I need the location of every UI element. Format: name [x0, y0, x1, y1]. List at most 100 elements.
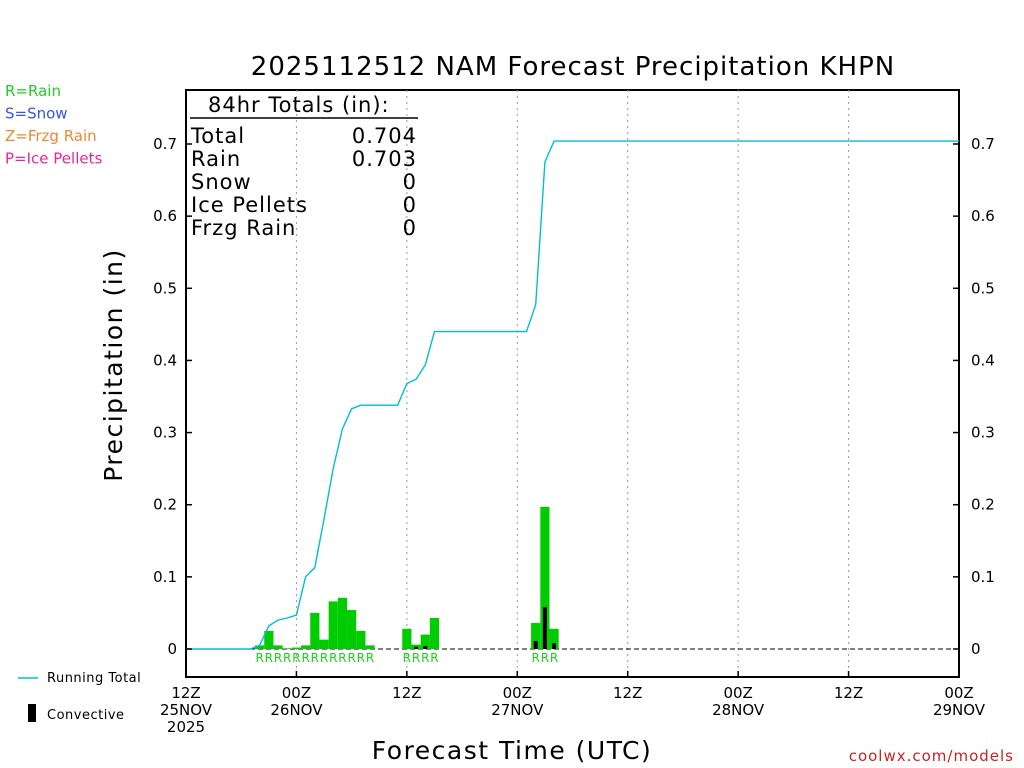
y-tick-label-left: 0.2	[153, 496, 177, 514]
y-tick-label-right: 0.1	[971, 568, 995, 586]
convective-bar	[414, 646, 419, 649]
x-tick-label: 28NOV	[712, 701, 765, 719]
convective-bar	[533, 641, 538, 649]
y-tick-label-left: 0.1	[153, 568, 177, 586]
type-marker: R	[357, 651, 365, 665]
type-marker: R	[430, 651, 438, 665]
type-marker: R	[311, 651, 319, 665]
rain-bar	[549, 628, 559, 649]
legend-key-1: S=Snow	[5, 105, 68, 123]
rain-bar	[273, 645, 283, 649]
rain-bar	[319, 639, 329, 649]
legend-key-3: P=Ice Pellets	[5, 150, 102, 168]
y-tick-label-left: 0.6	[153, 207, 177, 225]
y-axis-title: Precipitation (in)	[99, 248, 128, 482]
x-tick-label: 25NOV	[160, 701, 213, 719]
y-tick-label-right: 0.3	[971, 424, 995, 442]
x-tick-label: 00Z	[503, 684, 532, 702]
type-marker: R	[338, 651, 346, 665]
type-marker: R	[532, 651, 540, 665]
hourly-bars	[255, 506, 559, 649]
convective-label: Convective	[47, 708, 125, 723]
type-marker: R	[301, 651, 309, 665]
y-axis-left: 0 0.1 0.2 0.3 0.4 0.5 0.6 0.7	[153, 135, 192, 658]
y-tick-label-right: 0	[971, 640, 981, 658]
chart-title: 2025112512 NAM Forecast Precipitation KH…	[251, 52, 895, 82]
convective-swatch	[28, 704, 36, 722]
x-tick-label: 12Z	[392, 684, 421, 702]
type-marker: R	[403, 651, 411, 665]
totals-label: Frzg Rain	[191, 216, 296, 240]
credit-text: coolwx.com/models	[849, 747, 1014, 765]
rain-bar	[282, 648, 292, 649]
type-marker: R	[366, 651, 374, 665]
rain-bar	[402, 628, 412, 649]
y-tick-label-right: 0.6	[971, 207, 995, 225]
totals-header: 84hr Totals (in):	[208, 93, 390, 117]
totals-value: 0	[403, 193, 417, 217]
x-tick-label: 00Z	[282, 684, 311, 702]
type-marker: R	[347, 651, 355, 665]
type-marker: R	[541, 651, 549, 665]
y-tick-label-right: 0.7	[971, 135, 995, 153]
type-marker: R	[274, 651, 282, 665]
type-marker: R	[329, 651, 337, 665]
x-axis-title: Forecast Time (UTC)	[372, 736, 652, 765]
rain-bar	[264, 630, 274, 649]
rain-bar	[531, 623, 541, 649]
rain-bar	[310, 612, 320, 649]
y-tick-label-right: 0.2	[971, 496, 995, 514]
x-tick-label: 29NOV	[933, 701, 986, 719]
totals-box: 84hr Totals (in): Total 0.704 Rain 0.703 Sno…	[190, 93, 418, 240]
precip-type-legend: R=Rain S=Snow Z=Frzg Rain P=Ice Pellets	[5, 82, 102, 168]
convective-bars	[414, 607, 557, 649]
convective-bar	[423, 646, 428, 649]
x-tick-label: 00Z	[723, 684, 752, 702]
legend-key-0: R=Rain	[5, 82, 61, 100]
totals-label: Rain	[191, 147, 241, 171]
rain-bar	[365, 645, 375, 649]
convective-bar	[542, 607, 547, 649]
rain-bar	[328, 601, 338, 649]
type-marker: R	[412, 651, 420, 665]
vertical-gridlines	[295, 90, 850, 677]
rain-bar	[420, 634, 430, 649]
x-tick-label: 12Z	[834, 684, 863, 702]
y-tick-label-right: 0.5	[971, 279, 995, 297]
legend-key-2: Z=Frzg Rain	[5, 127, 97, 145]
rain-bar	[301, 645, 311, 649]
y-tick-label-left: 0.3	[153, 424, 177, 442]
y-tick-label-left: 0	[167, 640, 177, 658]
type-marker: R	[550, 651, 558, 665]
bottom-legend: Running Total Convective	[18, 671, 141, 723]
type-marker: R	[265, 651, 273, 665]
type-marker: R	[421, 651, 429, 665]
rain-bar	[540, 506, 550, 649]
y-tick-label-left: 0.4	[153, 351, 177, 369]
type-marker: R	[255, 651, 263, 665]
running-total-label: Running Total	[47, 671, 141, 686]
x-tick-label: 26NOV	[270, 701, 323, 719]
x-tick-label: 12Z	[613, 684, 642, 702]
totals-label: Snow	[191, 170, 252, 194]
rain-bar	[291, 647, 302, 649]
totals-rows: Total 0.704 Rain 0.703 Snow 0 Ice Pellets 0 Frzg…	[190, 124, 417, 240]
y-tick-label-right: 0.4	[971, 351, 995, 369]
totals-label: Ice Pellets	[191, 193, 308, 217]
type-marker: R	[283, 651, 291, 665]
rain-bar	[356, 630, 366, 649]
rain-bar	[429, 617, 440, 649]
totals-value: 0	[403, 170, 417, 194]
plot-frame	[185, 89, 960, 678]
x-tick-label: 2025	[167, 718, 205, 736]
convective-bar	[552, 643, 557, 649]
x-tick-label: 00Z	[944, 684, 973, 702]
rain-bar	[347, 610, 357, 649]
totals-label: Total	[190, 124, 245, 148]
x-tick-label: 12Z	[171, 684, 200, 702]
rain-bar	[255, 645, 265, 649]
type-marker: R	[292, 651, 300, 665]
